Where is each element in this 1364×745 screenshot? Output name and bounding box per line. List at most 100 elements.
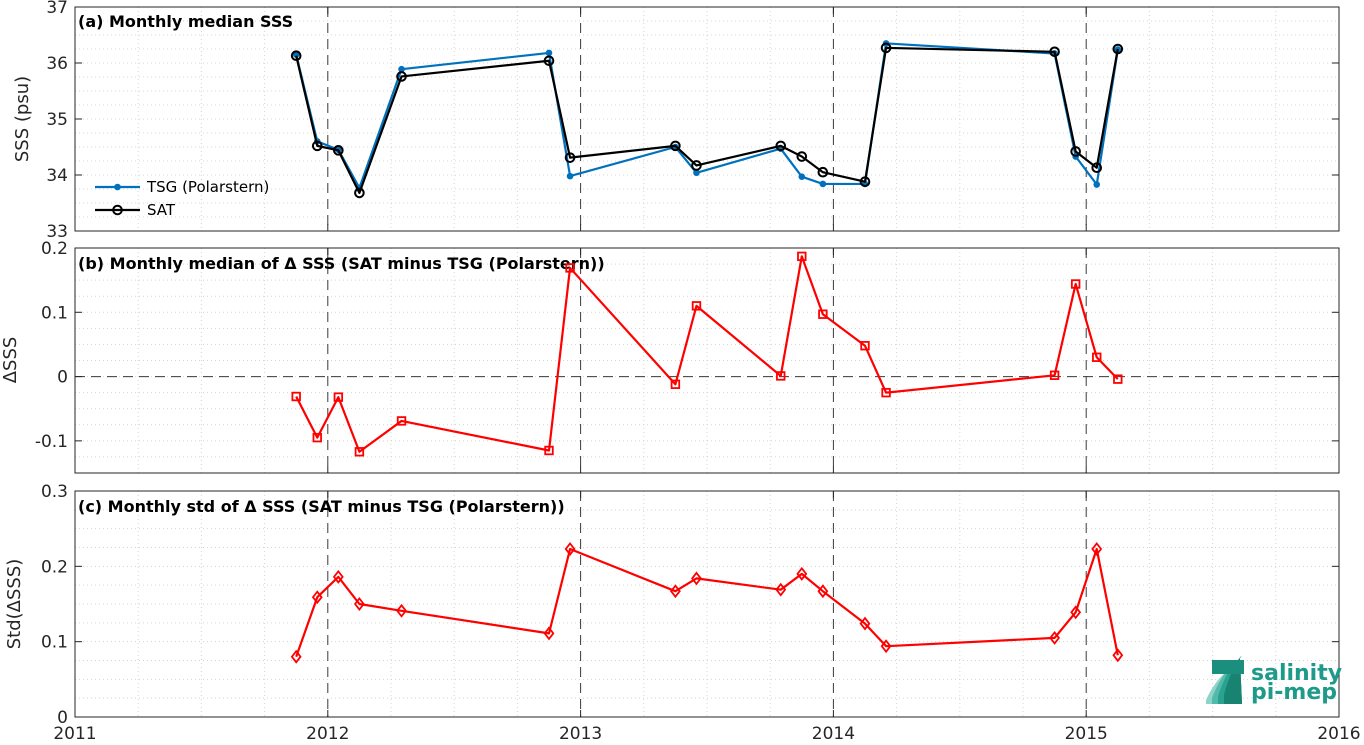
data-point: [564, 152, 576, 163]
panel-a: 33 34 35 36 37 SSS (psu) (a) Monthly median SS…: [12, 0, 1340, 242]
logo-wave-icon: [1206, 655, 1244, 704]
panel-title: (b) Monthly median of Δ SSS (SAT minus T…: [78, 254, 605, 273]
grid: [75, 248, 1339, 473]
data-point: [333, 145, 344, 156]
data-point: [817, 166, 829, 178]
year-lines: [327, 491, 1087, 717]
data-point: [545, 49, 553, 57]
data-point: [312, 432, 322, 443]
panel-title: (a) Monthly median SSS: [78, 12, 293, 31]
data-point: [1070, 146, 1081, 157]
y-tick-label: -0.1: [35, 432, 68, 452]
data-point: [564, 542, 576, 556]
legend-marker: [112, 204, 123, 216]
data-point: [859, 176, 871, 188]
data-point: [691, 160, 702, 171]
data-point: [566, 172, 574, 180]
y-tick-label: 0: [57, 368, 68, 388]
y-tick-label: 0: [57, 708, 68, 728]
y-tick-label: 0.1: [41, 633, 68, 653]
data-point: [1049, 46, 1060, 58]
data-point: [859, 616, 871, 631]
data-point: [775, 582, 787, 597]
legend: TSG (Polarstern) SAT: [95, 178, 269, 219]
data-point: [1049, 630, 1061, 645]
year-lines: [327, 7, 1087, 231]
data-point: [880, 639, 892, 654]
data-point: [817, 584, 829, 599]
data-point: [396, 71, 407, 82]
data-point: [1070, 605, 1082, 620]
grid: [75, 7, 1339, 231]
y-tick-label: 0.1: [41, 303, 68, 323]
data-point: [396, 603, 407, 618]
logo-line2: pi-mep: [1251, 680, 1337, 705]
data-point: [796, 151, 808, 162]
data-point: [1049, 370, 1060, 380]
data-point: [1092, 352, 1102, 362]
data-point: [290, 649, 302, 664]
data-point: [565, 263, 575, 273]
data-point: [1112, 43, 1124, 55]
y-axis-label: Std(ΔSSS): [4, 559, 25, 650]
panel-b: -0.1 0 0.1 0.2 ΔSSS (b) Monthly median of Δ S…: [0, 239, 1340, 474]
data-point: [333, 392, 344, 402]
y-tick-label: 0.3: [41, 482, 68, 502]
y-tick-label: 34: [46, 166, 68, 186]
x-tick-label: 2014: [812, 724, 855, 744]
data-point: [775, 140, 787, 152]
data-point: [396, 416, 407, 426]
y-tick-label: 36: [46, 54, 68, 74]
data-point: [776, 371, 786, 381]
x-tick-label: 2015: [1065, 724, 1108, 744]
year-lines: [327, 248, 1087, 473]
x-axis: 2011 2012 2013 2014 2015 2016: [53, 724, 1360, 744]
series-line: [295, 547, 1119, 658]
data-point: [354, 447, 365, 457]
series-line: [295, 255, 1119, 453]
data-point: [290, 50, 302, 62]
data-point: [881, 387, 891, 398]
data-point: [354, 187, 365, 199]
series-sat: [290, 42, 1124, 199]
legend-marker: [114, 183, 121, 191]
data-point: [669, 584, 681, 599]
y-tick-label: 37: [46, 0, 68, 18]
data-point: [543, 626, 555, 641]
y-axis-label: SSS (psu): [12, 76, 33, 162]
logo-line1: salinity: [1251, 661, 1342, 686]
legend-label: SAT: [147, 201, 176, 219]
data-point: [691, 301, 702, 311]
data-point: [311, 140, 323, 152]
data-point: [544, 445, 554, 456]
data-point: [691, 571, 702, 586]
y-tick-label: 0.2: [41, 557, 68, 577]
grid: [75, 491, 1339, 717]
data-point: [291, 391, 301, 402]
x-tick-label: 2013: [559, 724, 602, 744]
panel-c: 0 0.1 0.2 0.3 Std(ΔSSS) (c) Monthly std of Δ …: [4, 482, 1340, 728]
data-point: [1070, 279, 1081, 289]
data-point: [670, 379, 681, 389]
data-point: [332, 569, 344, 584]
data-point: [796, 566, 808, 581]
series-delta: [291, 251, 1123, 457]
x-tick-label: 2012: [306, 724, 349, 744]
data-point: [1113, 374, 1123, 384]
data-point: [292, 51, 300, 58]
data-point: [670, 140, 681, 152]
legend-label: TSG (Polarstern): [146, 178, 269, 196]
y-axis-label: ΔSSS: [0, 337, 21, 384]
x-tick-label: 2016: [1317, 724, 1360, 744]
data-point: [311, 590, 323, 605]
y-tick-label: 0.2: [41, 239, 68, 259]
data-point: [1093, 181, 1101, 188]
series-line: [295, 46, 1119, 195]
y-tick-label: 33: [46, 222, 68, 242]
series-delta: [290, 542, 1124, 664]
data-point: [860, 341, 870, 351]
data-point: [1112, 648, 1124, 663]
data-point: [353, 597, 365, 611]
data-point: [797, 251, 807, 262]
